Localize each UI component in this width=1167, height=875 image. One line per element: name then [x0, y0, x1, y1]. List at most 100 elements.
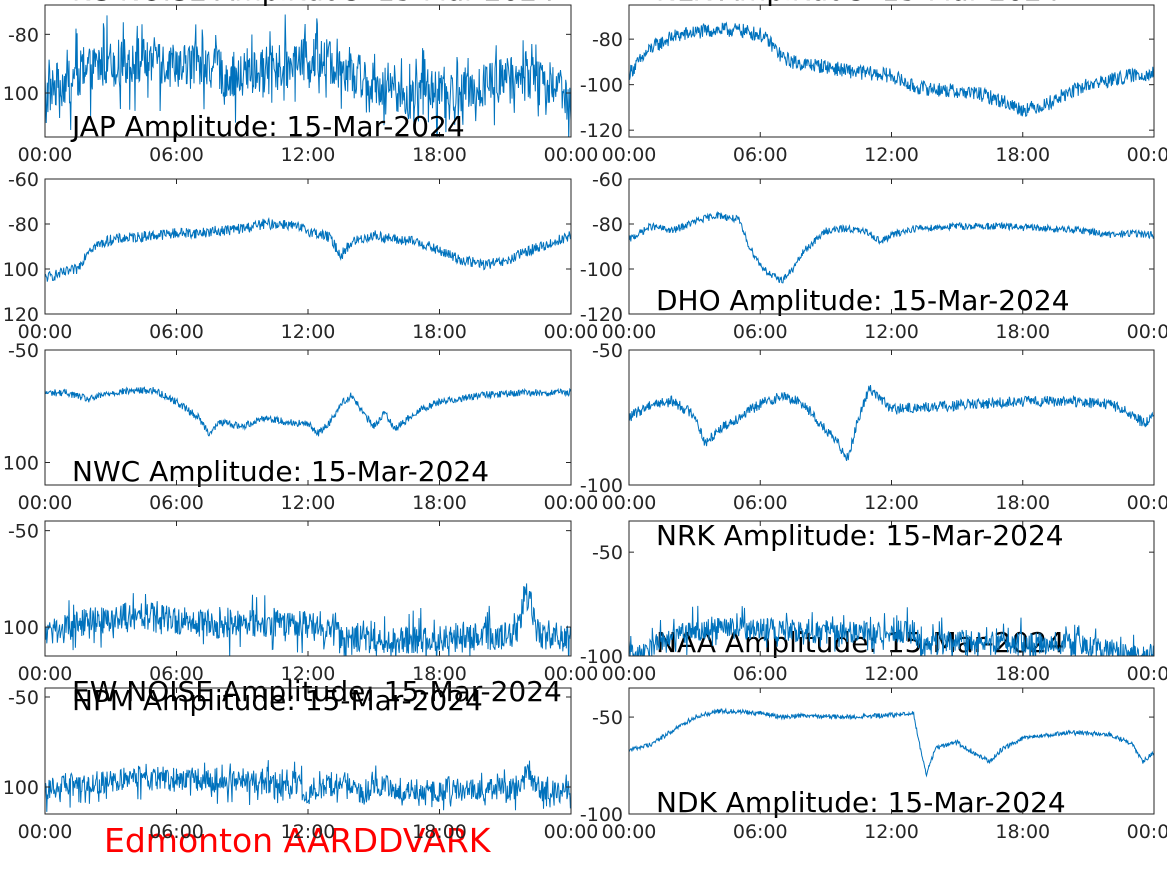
panel-title: NLK Amplitude: 15-Mar-2024 — [656, 0, 1060, 7]
y-tick-label: -80 — [592, 214, 623, 236]
x-tick-label: 00:00 — [602, 144, 657, 166]
y-tick-label: -50 — [8, 521, 39, 543]
x-tick-label: 00:00 — [602, 821, 657, 843]
x-tick-label: 06:00 — [149, 321, 204, 343]
panel-title: NS NOISE Amplitude: 15-Mar-2024 — [72, 0, 555, 7]
trace-npm-amplitude — [45, 386, 571, 437]
x-tick-label: 18:00 — [412, 144, 467, 166]
x-tick-label: 00:00 — [18, 492, 73, 514]
y-tick-label: 100 — [3, 777, 39, 799]
panel-title: NPM Amplitude: 15-Mar-2024 — [72, 684, 483, 717]
x-tick-label: 00:00 — [18, 821, 73, 843]
x-tick-label: 00:00 — [18, 144, 73, 166]
x-tick-label: 18:00 — [412, 821, 467, 843]
panel-title: NRK Amplitude: 15-Mar-2024 — [656, 519, 1064, 552]
y-tick-label: 100 — [3, 617, 39, 639]
x-tick-label: 00:00 — [602, 321, 657, 343]
x-tick-label: 00:00 — [544, 663, 599, 685]
x-tick-label: 12:00 — [281, 321, 336, 343]
x-tick-label: 00:00 — [18, 321, 73, 343]
trace-ndk-amplitude — [629, 605, 1154, 656]
trace-ew-noise-amplitude — [45, 583, 571, 656]
trace-nwc-amplitude — [45, 216, 571, 282]
y-tick-label: -80 — [592, 29, 623, 51]
axes-box — [628, 349, 1155, 486]
x-tick-label: 18:00 — [412, 663, 467, 685]
panel-title: JAP Amplitude: 15-Mar-2024 — [70, 110, 465, 143]
x-tick-label: 00:00 — [544, 321, 599, 343]
x-tick-label: 06:00 — [733, 821, 788, 843]
trace-naa-amplitude — [629, 384, 1154, 461]
x-tick-label: 06:00 — [149, 492, 204, 514]
panel-jap-amplitude: 00:00 06:00 12:00 18:00 00:00 -80 100 JAP Ampli… — [3, 4, 599, 166]
x-tick-label: 18:00 — [995, 144, 1050, 166]
x-tick-label: 18:00 — [995, 821, 1050, 843]
y-tick-label: -100 — [580, 75, 623, 97]
y-tick-label: 100 — [3, 83, 39, 105]
y-tick-label: -100 — [580, 804, 623, 826]
panel-title: NWC Amplitude: 15-Mar-2024 — [72, 455, 489, 488]
x-tick-label: 00:00 — [544, 821, 599, 843]
x-tick-label: 12:00 — [281, 144, 336, 166]
y-tick-label: -60 — [592, 169, 623, 191]
trace-ns-noise-amplitude — [45, 760, 571, 812]
y-tick-label: -100 — [580, 475, 623, 497]
x-tick-label: 06:00 — [733, 492, 788, 514]
x-tick-label: 06:00 — [149, 821, 204, 843]
trace-jap-amplitude — [45, 14, 571, 137]
x-tick-label: 12:00 — [281, 821, 336, 843]
x-tick-label: 12:00 — [864, 321, 919, 343]
panel-nrk-amplitude: 00:00 06:00 12:00 18:00 00:00 -60 -80 -100 -120 N… — [580, 169, 1167, 552]
x-tick-label: 12:00 — [864, 144, 919, 166]
x-tick-label: 12:00 — [864, 663, 919, 685]
y-tick-label: -50 — [8, 687, 39, 709]
y-tick-label: -100 — [580, 646, 623, 668]
x-tick-label: 12:00 — [864, 492, 919, 514]
x-tick-label: 00:00 — [602, 663, 657, 685]
y-tick-label: -80 — [8, 24, 39, 46]
x-tick-label: 00:00 — [18, 663, 73, 685]
y-tick-label: -60 — [8, 169, 39, 191]
y-tick-label: 100 — [3, 259, 39, 281]
panel-title: EW NOISE Amplitude: 15-Mar-2024 — [72, 675, 562, 708]
x-tick-label: 06:00 — [733, 663, 788, 685]
x-tick-label: 00:00 — [602, 492, 657, 514]
trace-nrk-amplitude — [629, 210, 1154, 284]
y-tick-label: -50 — [8, 340, 39, 362]
x-tick-label: 18:00 — [995, 663, 1050, 685]
y-tick-label: -120 — [580, 304, 623, 326]
axes-box — [44, 178, 572, 315]
x-tick-label: 18:00 — [995, 492, 1050, 514]
x-tick-label: 12:00 — [281, 663, 336, 685]
y-tick-label: 120 — [3, 304, 39, 326]
y-tick-label: -120 — [580, 120, 623, 142]
x-tick-label: 06:00 — [733, 321, 788, 343]
x-tick-label: 12:00 — [864, 821, 919, 843]
x-tick-label: 06:00 — [149, 663, 204, 685]
trace-nlk-amplitude — [629, 707, 1154, 778]
x-tick-label: 12:00 — [281, 492, 336, 514]
panel-nwc-amplitude: 00:00 06:00 12:00 18:00 00:00 -60 -80 100 120 NWC… — [3, 169, 599, 488]
x-tick-label: 00:00 — [1127, 144, 1167, 166]
x-tick-label: 00:00 — [1127, 321, 1167, 343]
x-tick-label: 00:00 — [544, 144, 599, 166]
x-tick-label: 06:00 — [149, 144, 204, 166]
x-tick-label: 00:00 — [1127, 663, 1167, 685]
panel-dho-amplitude: 00:00 06:00 12:00 18:00 00:00 -80 -100 -120 DHO … — [580, 4, 1167, 317]
x-tick-label: 18:00 — [995, 321, 1050, 343]
footer-label: Edmonton AARDDVARK — [104, 821, 492, 860]
x-tick-label: 00:00 — [1127, 492, 1167, 514]
y-tick-label: -50 — [592, 542, 623, 564]
y-tick-label: -100 — [580, 259, 623, 281]
y-tick-label: -50 — [592, 707, 623, 729]
panel-title: DHO Amplitude: 15-Mar-2024 — [656, 284, 1070, 317]
trace-dho-amplitude — [629, 21, 1154, 117]
x-tick-label: 18:00 — [412, 321, 467, 343]
y-tick-label: -80 — [8, 214, 39, 236]
